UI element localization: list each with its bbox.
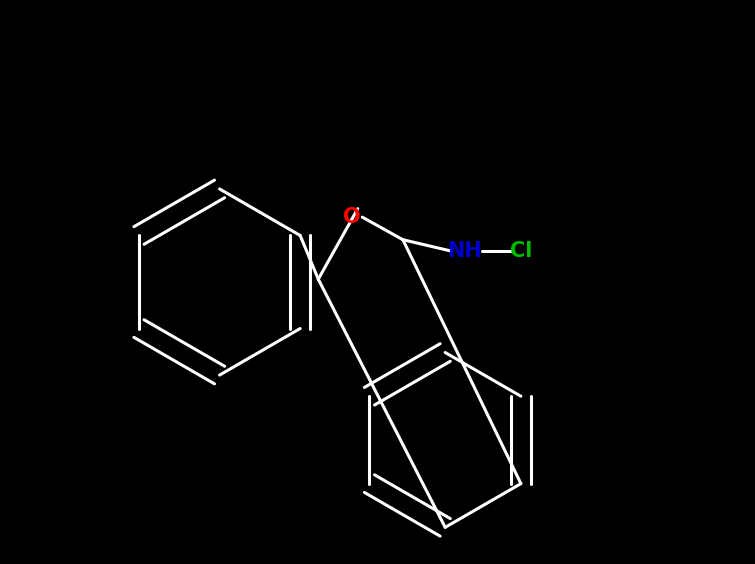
Text: O: O [344, 207, 361, 227]
Text: NH: NH [448, 241, 482, 261]
Text: Cl: Cl [510, 241, 532, 261]
